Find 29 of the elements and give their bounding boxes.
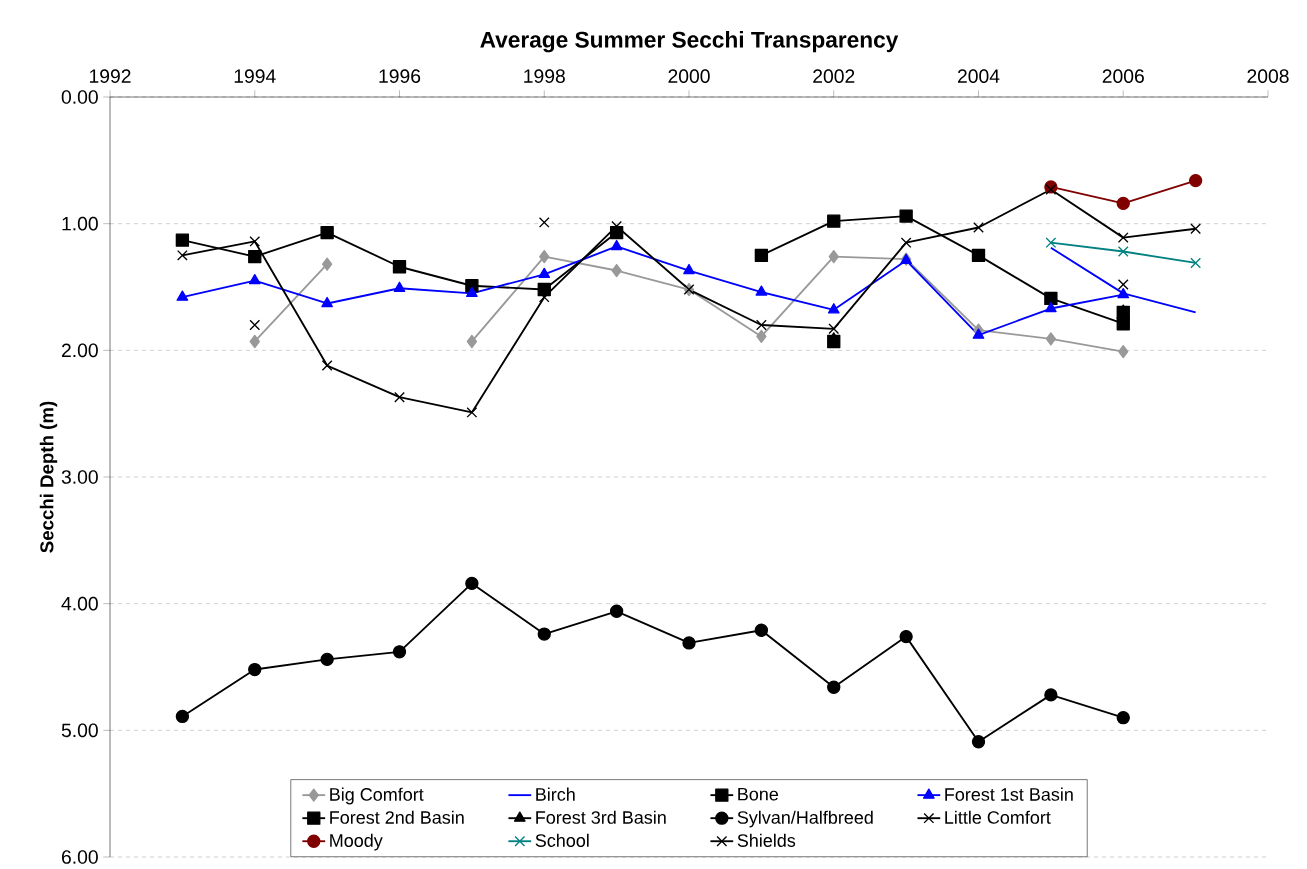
legend-label: Bone (738, 787, 779, 801)
legend-label: Sylvan/Halfbreed (737, 810, 873, 828)
x-tick-label: 1992 (89, 69, 131, 83)
legend-label: Little Comfort (945, 810, 1051, 824)
y-axis-title: Secchi Depth (m) (39, 401, 58, 553)
x-tick-label: 1996 (379, 69, 421, 83)
legend-label: Forest 1st Basin (945, 787, 1073, 801)
legend-label: Forest 3rd Basin (536, 810, 666, 824)
y-tick-label: 6.00 (61, 850, 98, 864)
y-tick-label: 4.00 (61, 596, 98, 611)
y-tick-label: 1.00 (62, 216, 98, 231)
x-tick-label: 2002 (813, 69, 855, 83)
legend-label: Shields (737, 833, 796, 847)
legend-label: School (535, 833, 589, 847)
y-tick-label: 5.00 (61, 723, 98, 738)
x-tick-label: 2006 (1102, 69, 1144, 83)
legend-label: Birch (536, 787, 575, 801)
legend-label: Big Comfort (330, 787, 424, 805)
y-tick-label: 2.00 (61, 343, 98, 358)
y-tick-label: 0.00 (61, 90, 98, 104)
x-tick-label: 2008 (1247, 69, 1289, 83)
x-tick-label: 2004 (957, 69, 1000, 83)
chart-title: Average Summer Secchi Transparency (480, 31, 899, 53)
x-tick-label: 1998 (524, 69, 565, 83)
legend-label: Forest 2nd Basin (330, 810, 464, 824)
x-tick-label: 1994 (234, 69, 276, 83)
x-tick-label: 2000 (668, 69, 710, 83)
legend-label: Moody (330, 833, 383, 851)
y-tick-label: 3.00 (61, 470, 98, 484)
